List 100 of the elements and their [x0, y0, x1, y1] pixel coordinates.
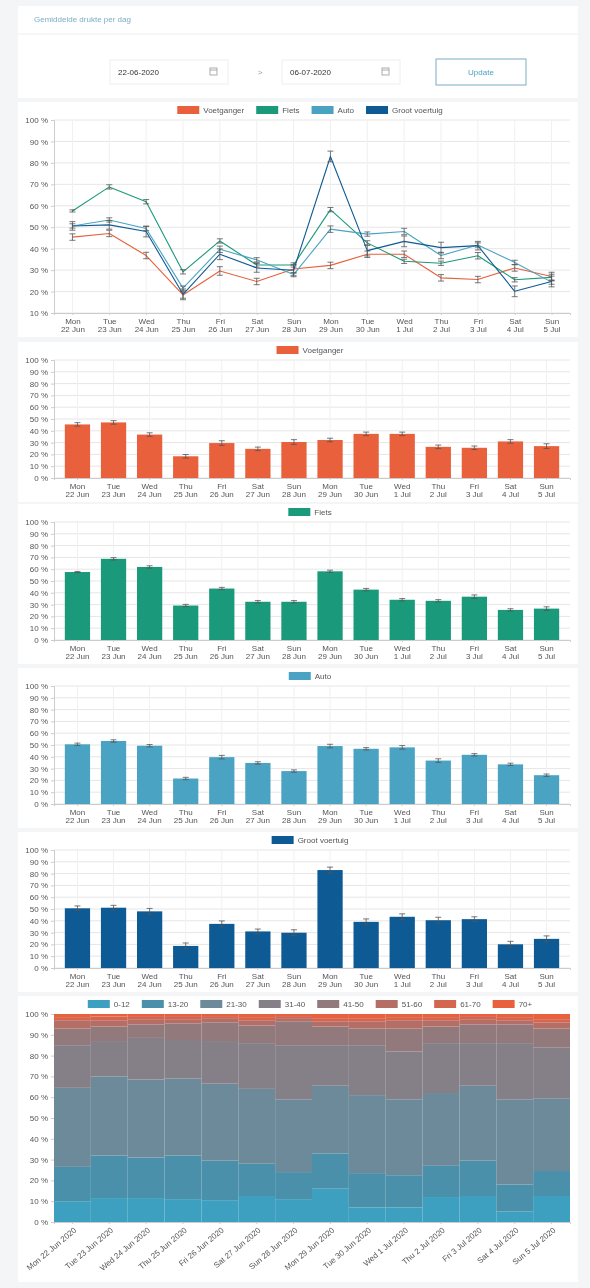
- y-tick-label: 60 %: [29, 1093, 48, 1103]
- y-tick-label: 0 %: [34, 474, 48, 484]
- y-tick-label: 20 %: [29, 940, 48, 950]
- y-tick-label: 70 %: [29, 1072, 48, 1082]
- y-tick-label: 30 %: [29, 600, 48, 610]
- x-tick-label: Sun 28 Jun: [281, 481, 306, 500]
- x-tick-label: Tue 30 Jun: [354, 481, 379, 500]
- x-tick-label: Wed 1 Jul: [393, 643, 411, 662]
- x-tick-label: Fri 26 Jun: [209, 481, 234, 500]
- x-tick-label: Thu 25 Jun: [173, 643, 198, 662]
- y-tick-label: 40 %: [29, 588, 48, 598]
- x-tick-label: Wed 24 Jun: [134, 316, 159, 335]
- x-tick-label: Tue 23 Jun: [101, 807, 126, 826]
- y-tick-label: 90 %: [29, 137, 48, 147]
- y-tick-label: 70 %: [29, 180, 48, 190]
- x-tick-label: Sat 4 Jul: [502, 481, 520, 500]
- legend-label: Auto: [337, 106, 355, 115]
- x-tick-label: Mon 22 Jun: [65, 481, 90, 500]
- x-tick-label: Fri 3 Jul: [465, 807, 484, 826]
- x-tick-label: Sat 27 Jun: [245, 316, 270, 335]
- x-tick-label: Sun 5 Jul: [538, 643, 556, 662]
- legend-label: 0-12: [113, 1000, 131, 1009]
- x-tick-label: Thu 2 Jul: [433, 316, 451, 335]
- x-tick-label: Sat 4 Jul: [502, 971, 520, 990]
- x-tick-label: Sun 5 Jul: [538, 807, 556, 826]
- x-tick-label: Mon 29 Jun: [318, 316, 343, 335]
- y-tick-label: 100 %: [25, 682, 48, 692]
- y-tick-label: 80 %: [29, 869, 48, 879]
- legend-label: Auto: [314, 672, 332, 681]
- x-tick-label: Fri 3 Jul: [465, 643, 484, 662]
- legend-label: 70+: [518, 1000, 533, 1009]
- x-tick-label: Wed 1 Jul: [393, 807, 411, 826]
- y-tick-label: 100 %: [25, 116, 48, 126]
- legend-label: Voetganger: [203, 106, 245, 115]
- x-tick-label: Mon 22 Jun: [60, 316, 85, 335]
- legend-label: 31-40: [284, 1000, 306, 1009]
- x-tick-label: Tue 23 Jun: [97, 316, 122, 335]
- y-tick-label: 50 %: [29, 1114, 48, 1124]
- x-tick-label: Thu 25 Jun: [171, 316, 196, 335]
- y-tick-label: 60 %: [29, 403, 48, 413]
- y-tick-label: 10 %: [29, 309, 48, 319]
- x-tick-label: Tue 23 Jun: [101, 481, 126, 500]
- x-tick-label: Wed 1 Jul: [393, 481, 411, 500]
- y-tick-label: 20 %: [29, 1176, 48, 1186]
- x-tick-label: Fri 3 Jul: [465, 971, 484, 990]
- legend-label: Groot voertuig: [392, 106, 443, 115]
- x-tick-label: Sat 4 Jul: [502, 643, 520, 662]
- x-tick-label: Sat 27 Jun: [245, 971, 270, 990]
- x-tick-label: Sun 28 Jun: [281, 971, 306, 990]
- x-tick-label: Tue 30 Jun: [354, 807, 379, 826]
- x-tick-label: Tue 23 Jun: [101, 643, 126, 662]
- y-tick-label: 60 %: [29, 729, 48, 739]
- legend-label: 21-30: [226, 1000, 248, 1009]
- x-tick-label: Tue 30 Jun: [354, 971, 379, 990]
- x-tick-label: Sun 28 Jun: [281, 807, 306, 826]
- y-tick-label: 90 %: [29, 857, 48, 867]
- legend-label: Groot voertuig: [297, 836, 349, 845]
- x-tick-label: Tue 30 Jun: [354, 643, 379, 662]
- text: Update: [468, 68, 495, 77]
- y-tick-label: 50 %: [29, 577, 48, 587]
- x-tick-label: Wed 24 Jun: [137, 807, 162, 826]
- y-tick-label: 50 %: [29, 741, 48, 751]
- x-tick-label: Wed 1 Jul: [396, 316, 414, 335]
- x-tick-label: Mon 29 Jun: [318, 481, 343, 500]
- y-tick-label: 80 %: [29, 1051, 48, 1061]
- y-tick-label: 30 %: [29, 764, 48, 774]
- y-tick-label: 90 %: [29, 529, 48, 539]
- y-tick-label: 90 %: [29, 367, 48, 377]
- y-tick-label: 30 %: [29, 1155, 48, 1165]
- x-tick-label: Fri 26 Jun: [209, 643, 234, 662]
- y-tick-label: 20 %: [29, 612, 48, 622]
- x-tick-label: Mon 29 Jun: [318, 971, 343, 990]
- y-tick-label: 60 %: [29, 893, 48, 903]
- x-tick-label: Wed 24 Jun: [137, 643, 162, 662]
- x-tick-label: Fri 3 Jul: [469, 316, 488, 335]
- x-tick-label: Thu 2 Jul: [429, 481, 447, 500]
- y-tick-label: 80 %: [29, 541, 48, 551]
- y-tick-label: 40 %: [29, 426, 48, 436]
- text: 06-07-2020: [290, 68, 332, 77]
- y-tick-label: 10 %: [29, 788, 48, 798]
- x-tick-label: Fri 3 Jul: [465, 481, 484, 500]
- x-tick-label: Sat 4 Jul: [502, 807, 520, 826]
- legend-label: 41-50: [343, 1000, 365, 1009]
- y-tick-label: 40 %: [29, 1134, 48, 1144]
- x-tick-label: Thu 2 Jul: [429, 807, 447, 826]
- y-tick-label: 40 %: [29, 916, 48, 926]
- legend-label: Fiets: [314, 508, 332, 517]
- x-tick-label: Thu 2 Jul: [429, 971, 447, 990]
- x-tick-label: Tue 30 Jun: [355, 316, 380, 335]
- y-tick-label: 40 %: [29, 752, 48, 762]
- x-tick-label: Sat 27 Jun: [245, 643, 270, 662]
- y-tick-label: 30 %: [29, 266, 48, 276]
- y-tick-label: 30 %: [29, 438, 48, 448]
- y-tick-label: 20 %: [29, 776, 48, 786]
- y-tick-label: 40 %: [29, 244, 48, 254]
- y-tick-label: 90 %: [29, 693, 48, 703]
- legend-label: 61-70: [460, 1000, 482, 1009]
- x-tick-label: Sun 5 Jul: [538, 481, 556, 500]
- y-tick-label: 70 %: [29, 553, 48, 563]
- y-tick-label: 100 %: [25, 846, 48, 856]
